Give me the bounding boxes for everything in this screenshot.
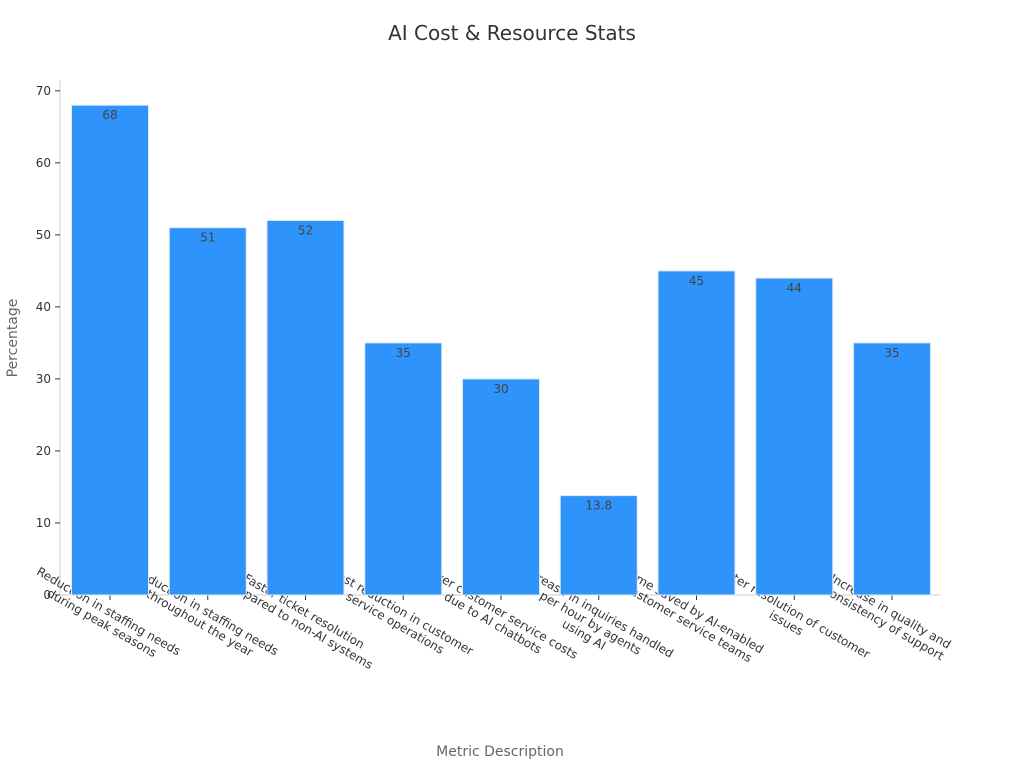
- y-tick-label: 40: [36, 300, 51, 314]
- bar: [71, 104, 149, 596]
- y-axis: 0 10 20 30 40 50 60 70: [36, 80, 61, 602]
- chart-title: AI Cost & Resource Stats: [388, 21, 636, 45]
- y-tick-label: 20: [36, 444, 51, 458]
- y-tick-label: 60: [36, 156, 51, 170]
- bar: [462, 378, 540, 596]
- bar: [853, 342, 931, 596]
- y-axis-title: Percentage: [5, 299, 21, 378]
- y-tick-label: 0: [43, 588, 51, 602]
- y-tick-label: 10: [36, 516, 51, 530]
- data-label: 35: [396, 346, 411, 360]
- data-label: 44: [787, 281, 802, 295]
- data-label: 30: [493, 382, 508, 396]
- x-axis-title: Metric Description: [436, 744, 564, 760]
- data-label: 52: [298, 223, 313, 237]
- data-label: 35: [884, 346, 899, 360]
- bar: [266, 219, 345, 596]
- y-tick-label: 50: [36, 228, 51, 242]
- bar: [755, 277, 834, 596]
- data-label: 45: [689, 274, 704, 288]
- y-tick-label: 70: [36, 84, 51, 98]
- bars-group: 68 51 52 35 30 13.8 45 44 35: [71, 104, 931, 596]
- data-label: 13.8: [585, 499, 612, 513]
- data-label: 68: [102, 108, 117, 122]
- bar: [657, 270, 736, 596]
- bar: [168, 227, 247, 596]
- bar: [559, 495, 638, 596]
- bar: [364, 342, 443, 596]
- data-label: 51: [200, 231, 215, 245]
- y-tick-label: 30: [36, 372, 51, 386]
